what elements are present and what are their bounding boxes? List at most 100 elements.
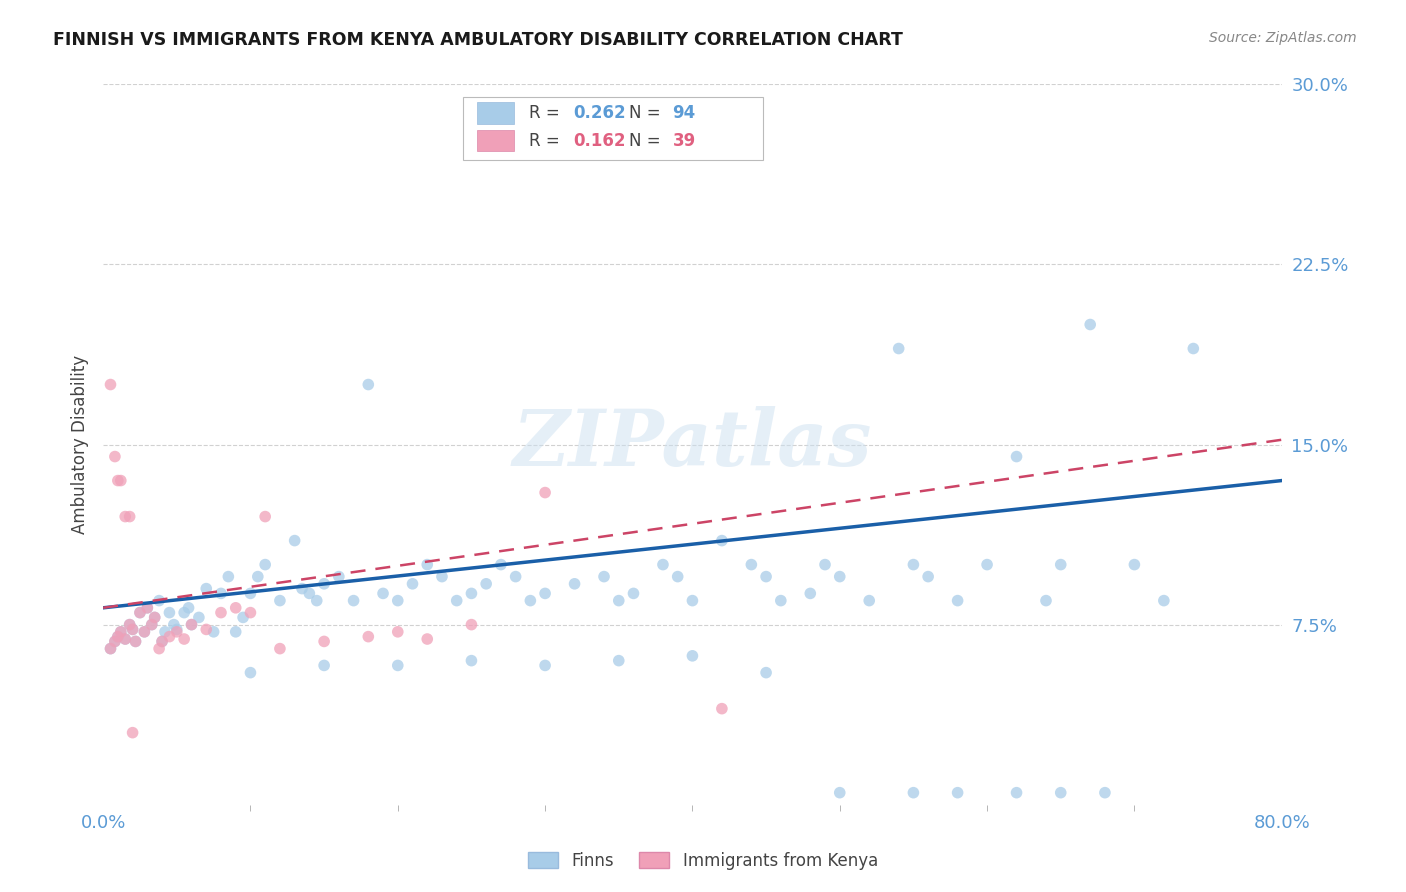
Point xyxy=(150,634,173,648)
Point xyxy=(534,586,557,600)
Point xyxy=(166,623,188,637)
Point xyxy=(740,558,762,572)
Point xyxy=(799,586,821,600)
Point xyxy=(195,582,218,596)
Point xyxy=(887,342,910,356)
Point xyxy=(284,533,307,548)
Text: ZIPatlas: ZIPatlas xyxy=(513,407,872,483)
Point xyxy=(681,648,703,663)
Point xyxy=(666,569,689,583)
Text: R =: R = xyxy=(529,104,565,122)
Point xyxy=(269,593,291,607)
Point xyxy=(136,600,159,615)
Text: 0.262: 0.262 xyxy=(574,104,626,122)
Point xyxy=(118,509,141,524)
Point xyxy=(1078,318,1101,332)
Point xyxy=(217,569,239,583)
Point xyxy=(118,617,141,632)
Point xyxy=(246,569,269,583)
Point xyxy=(141,617,163,632)
Point xyxy=(1005,786,1028,800)
Point xyxy=(460,654,482,668)
Point xyxy=(401,576,423,591)
Point xyxy=(371,586,394,600)
Point xyxy=(1094,786,1116,800)
Point xyxy=(291,582,314,596)
Point xyxy=(1182,342,1205,356)
Point xyxy=(416,632,439,646)
Point xyxy=(460,586,482,600)
Point xyxy=(387,624,409,639)
Point xyxy=(314,658,336,673)
Point xyxy=(100,377,122,392)
Point xyxy=(1153,593,1175,607)
Text: FINNISH VS IMMIGRANTS FROM KENYA AMBULATORY DISABILITY CORRELATION CHART: FINNISH VS IMMIGRANTS FROM KENYA AMBULAT… xyxy=(53,31,903,49)
Point xyxy=(180,617,202,632)
Point xyxy=(159,606,181,620)
Point xyxy=(1049,558,1071,572)
Text: Source: ZipAtlas.com: Source: ZipAtlas.com xyxy=(1209,31,1357,45)
Point xyxy=(534,658,557,673)
Point xyxy=(143,610,166,624)
Point xyxy=(180,617,202,632)
Point xyxy=(305,593,328,607)
Point xyxy=(710,701,733,715)
Point xyxy=(134,624,156,639)
FancyBboxPatch shape xyxy=(463,96,763,160)
Point xyxy=(903,558,925,572)
Point xyxy=(357,630,380,644)
Point xyxy=(652,558,675,572)
Point xyxy=(100,641,122,656)
Point xyxy=(100,641,122,656)
Point xyxy=(225,624,247,639)
FancyBboxPatch shape xyxy=(477,103,515,124)
Point xyxy=(623,586,645,600)
Text: R =: R = xyxy=(529,132,565,150)
Point xyxy=(342,593,364,607)
Point xyxy=(314,634,336,648)
Point xyxy=(858,593,880,607)
Point xyxy=(114,632,136,646)
Point xyxy=(114,509,136,524)
Point xyxy=(387,658,409,673)
Point xyxy=(710,533,733,548)
Point xyxy=(187,610,209,624)
Point xyxy=(129,606,152,620)
Point xyxy=(163,617,186,632)
Point xyxy=(173,632,195,646)
Point xyxy=(519,593,541,607)
Point xyxy=(475,576,498,591)
Point xyxy=(232,610,254,624)
Point xyxy=(946,786,969,800)
Point xyxy=(141,617,163,632)
Point xyxy=(225,600,247,615)
Point xyxy=(110,474,132,488)
Legend: Finns, Immigrants from Kenya: Finns, Immigrants from Kenya xyxy=(522,846,884,877)
Point xyxy=(917,569,939,583)
Point xyxy=(976,558,998,572)
Point xyxy=(755,665,778,680)
Point xyxy=(166,624,188,639)
Point xyxy=(107,630,129,644)
Point xyxy=(446,593,468,607)
Point xyxy=(148,593,170,607)
Point xyxy=(118,617,141,632)
Point xyxy=(593,569,616,583)
Point xyxy=(195,623,218,637)
Point xyxy=(946,593,969,607)
Point xyxy=(124,634,146,648)
Point xyxy=(136,600,159,615)
Point xyxy=(903,786,925,800)
Point xyxy=(124,634,146,648)
Point xyxy=(104,634,127,648)
Point xyxy=(254,558,277,572)
Point xyxy=(239,586,262,600)
Point xyxy=(269,641,291,656)
Point xyxy=(769,593,792,607)
Text: 94: 94 xyxy=(672,104,696,122)
Point xyxy=(104,634,127,648)
Point xyxy=(505,569,527,583)
Point xyxy=(314,576,336,591)
Point xyxy=(1123,558,1146,572)
Point xyxy=(755,569,778,583)
